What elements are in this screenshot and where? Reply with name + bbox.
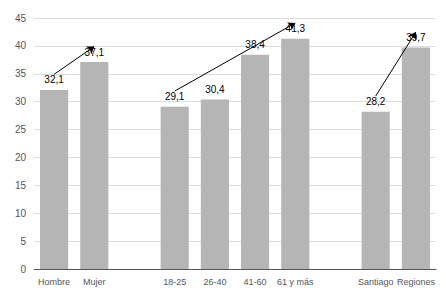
svg-text:20: 20 (15, 152, 27, 163)
svg-text:Mujer: Mujer (83, 277, 106, 287)
svg-text:18-25: 18-25 (163, 277, 186, 287)
svg-text:35: 35 (15, 68, 27, 79)
svg-text:15: 15 (15, 180, 27, 191)
svg-text:5: 5 (20, 236, 26, 247)
svg-text:28,2: 28,2 (366, 96, 386, 107)
svg-text:30,4: 30,4 (205, 84, 225, 95)
svg-text:38,4: 38,4 (245, 39, 265, 50)
svg-text:37,1: 37,1 (85, 47, 105, 58)
svg-text:29,1: 29,1 (165, 91, 185, 102)
svg-text:32,1: 32,1 (44, 74, 64, 85)
svg-text:41-60: 41-60 (244, 277, 267, 287)
svg-text:41,3: 41,3 (286, 23, 306, 34)
svg-text:61 y más: 61 y más (277, 277, 314, 287)
svg-text:25: 25 (15, 124, 27, 135)
svg-text:30: 30 (15, 96, 27, 107)
svg-text:Hombre: Hombre (38, 277, 70, 287)
svg-text:0: 0 (20, 264, 26, 275)
svg-text:26-40: 26-40 (203, 277, 226, 287)
svg-text:Santiago: Santiago (358, 277, 394, 287)
svg-text:Regiones: Regiones (397, 277, 436, 287)
svg-text:10: 10 (15, 208, 27, 219)
svg-text:40: 40 (15, 40, 27, 51)
svg-text:39,7: 39,7 (406, 32, 426, 43)
svg-text:45: 45 (15, 13, 27, 24)
